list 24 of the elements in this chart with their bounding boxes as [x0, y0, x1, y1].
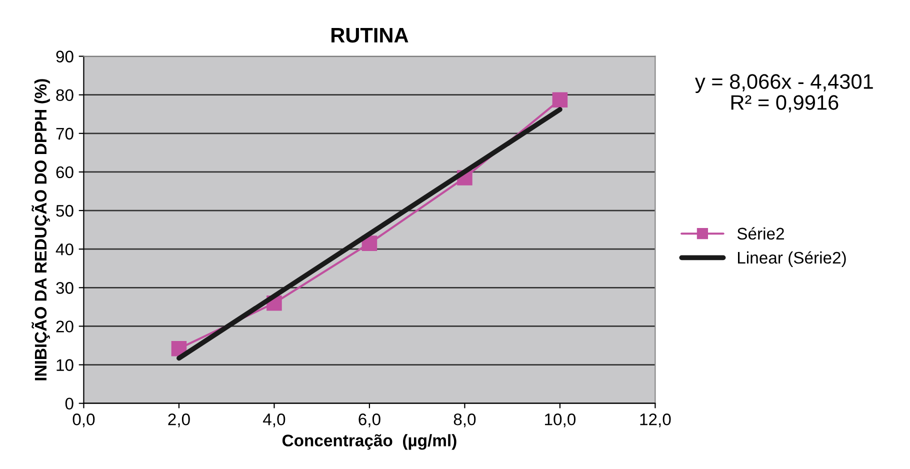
- y-tick-label: 50: [56, 204, 74, 217]
- x-tick-label: 4,0: [263, 414, 286, 428]
- x-tick-label: 0,0: [72, 414, 95, 428]
- y-tick-label: 80: [56, 89, 74, 102]
- y-tick-label: 10: [56, 359, 74, 371]
- x-tick-label: 8,0: [454, 414, 476, 428]
- y-axis-title: INIBIÇÃO DA REDUÇÃO DO DPPH (%): [32, 79, 50, 380]
- y-tick-label: 20: [56, 320, 74, 332]
- y-tick-label: 60: [56, 166, 74, 178]
- x-tick-label: 12,0: [640, 414, 671, 428]
- point: [552, 92, 568, 108]
- text: y = 8,066x - 4,4301 R² = 0,9916: [695, 74, 873, 112]
- x-axis-title: Concentração (µg/ml): [282, 434, 456, 450]
- chart-title: RUTINA: [332, 28, 408, 43]
- x-tick-label: 2,0: [168, 414, 190, 428]
- y-tick-label: 70: [56, 128, 74, 140]
- legend-label: Série2: [737, 227, 784, 240]
- legend-label: Linear (Série2): [738, 251, 846, 267]
- y-tick-label: 0: [65, 398, 74, 410]
- y-tick-label: 40: [56, 243, 74, 256]
- x-tick-label: 10,0: [545, 414, 576, 428]
- x-tick-label: 6,0: [358, 414, 380, 428]
- y-tick-label: 30: [56, 282, 74, 294]
- y-tick-label: 90: [56, 50, 74, 62]
